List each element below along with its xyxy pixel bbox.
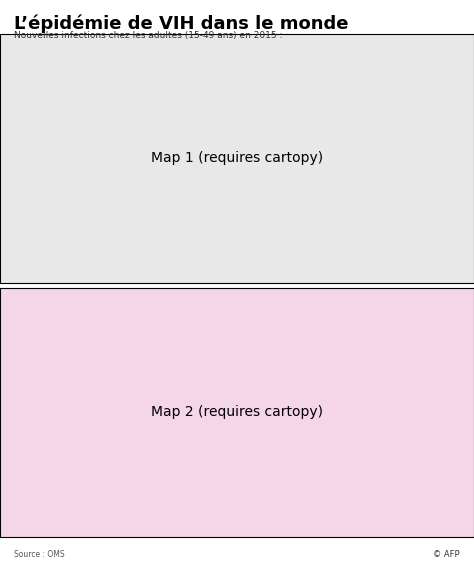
Text: Map 1 (requires cartopy): Map 1 (requires cartopy) [151,151,323,165]
Text: L’épidémie de VIH dans le monde: L’épidémie de VIH dans le monde [14,14,349,33]
Text: Source : OMS: Source : OMS [14,550,65,559]
Text: Map 2 (requires cartopy): Map 2 (requires cartopy) [151,406,323,419]
Text: Nouvelles infections chez les adultes (15-49 ans) en 2015 :: Nouvelles infections chez les adultes (1… [14,31,283,40]
Text: © AFP: © AFP [433,550,460,559]
